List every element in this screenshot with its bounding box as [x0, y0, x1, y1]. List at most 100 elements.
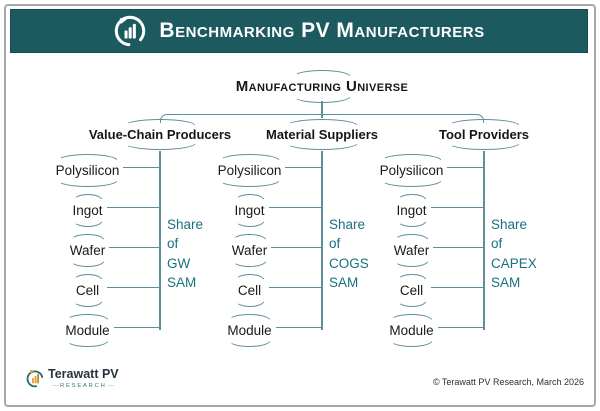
process-step-row: Wafer	[339, 230, 485, 270]
connector-stub	[429, 230, 485, 270]
copyright-text: © Terawatt PV Research, March 2026	[432, 377, 584, 387]
logo-texts: Terawatt PV RESEARCH	[48, 368, 119, 389]
terawatt-logo-icon	[26, 369, 44, 388]
arc-top-decoration	[66, 313, 109, 321]
share-line: CAPEX	[491, 255, 537, 271]
step-label: Module	[65, 322, 110, 338]
arc-bottom-decoration	[70, 260, 105, 267]
process-step-row: Cell	[339, 270, 484, 310]
step-label: Module	[227, 322, 272, 338]
column-value-chain-producers: Value-Chain Producers Polysilicon Ingot	[0, 114, 320, 359]
arc-top-decoration	[72, 193, 103, 201]
arc-bottom-decoration	[380, 180, 443, 187]
step-label: Module	[389, 322, 434, 338]
arc-top-decoration	[218, 153, 281, 161]
process-step-row: Polysilicon	[177, 150, 322, 190]
arc-top-decoration	[228, 313, 271, 321]
universe-node: Manufacturing Universe	[212, 70, 432, 103]
process-step-row: Module	[339, 310, 484, 350]
step-node: Polysilicon	[380, 153, 443, 188]
share-label: Share of GW SAM	[167, 215, 203, 292]
arc-top-decoration	[394, 233, 429, 241]
arc-bottom-decoration	[72, 220, 103, 227]
connector-stub	[443, 150, 484, 190]
connector-bracket-vertical	[321, 151, 323, 330]
process-step-row: Ingot	[339, 190, 484, 230]
logo-name: Terawatt PV	[48, 367, 119, 382]
share-line: of	[329, 236, 341, 252]
arc-bottom-decoration	[218, 180, 281, 187]
process-steps: Polysilicon Ingot Wafer	[15, 150, 161, 350]
arc-top-decoration	[124, 119, 196, 126]
process-step-row: Wafer	[177, 230, 323, 270]
process-step-row: Ingot	[177, 190, 322, 230]
arc-top-decoration	[390, 313, 433, 321]
process-step-row: Module	[177, 310, 322, 350]
branch-header: Material Suppliers	[232, 119, 412, 150]
terawatt-logo: Terawatt PV RESEARCH	[26, 368, 119, 389]
step-label: Cell	[237, 282, 262, 298]
arc-top-decoration	[286, 119, 358, 126]
share-label: Share of CAPEX SAM	[491, 215, 537, 292]
share-line: of	[167, 236, 179, 252]
arc-top-decoration	[70, 233, 105, 241]
share-line: SAM	[329, 274, 359, 290]
share-line: SAM	[167, 274, 197, 290]
arc-bottom-decoration	[56, 180, 119, 187]
arc-bottom-decoration	[394, 260, 429, 267]
step-node: Ingot	[234, 193, 265, 228]
step-label: Ingot	[234, 202, 265, 218]
connector-stub	[110, 310, 160, 350]
arc-top-decoration	[380, 153, 443, 161]
arc-bottom-decoration	[232, 260, 267, 267]
arc-bottom-decoration	[396, 300, 427, 307]
universe-label: Manufacturing Universe	[235, 78, 409, 95]
arc-top-decoration	[232, 233, 267, 241]
arc-bottom-decoration	[66, 340, 109, 347]
arc-bottom-decoration	[234, 300, 265, 307]
connector-stub	[427, 190, 484, 230]
step-node: Wafer	[393, 233, 430, 268]
share-line: Share	[167, 217, 204, 232]
connector-stub	[427, 270, 484, 310]
connector-universe-vertical	[321, 101, 323, 118]
step-node: Polysilicon	[217, 153, 282, 188]
arc-bottom-decoration	[228, 340, 271, 347]
step-label: Polysilicon	[217, 162, 282, 178]
arc-bottom-decoration	[72, 300, 103, 307]
arc-bottom-decoration	[234, 220, 265, 227]
step-node: Polysilicon	[55, 153, 120, 188]
step-node: Module	[227, 313, 272, 348]
benchmark-logo-icon	[115, 15, 146, 47]
step-label: Cell	[75, 282, 100, 298]
step-node: Wafer	[232, 233, 267, 268]
connector-stub	[265, 270, 322, 310]
step-node: Module	[65, 313, 110, 348]
arc-top-decoration	[56, 153, 119, 161]
arc-top-decoration	[72, 273, 103, 281]
share-line: of	[491, 236, 503, 252]
column-tool-providers: Tool Providers Polysilicon Ingot	[324, 114, 600, 359]
connector-stub	[272, 310, 322, 350]
column-material-suppliers: Material Suppliers Polysilicon Ingot	[162, 114, 482, 359]
logo-research-label: RESEARCH	[53, 383, 114, 389]
step-node: Ingot	[396, 193, 427, 228]
step-node: Wafer	[70, 233, 105, 268]
arc-bottom-decoration	[286, 143, 358, 150]
arc-top-decoration	[234, 193, 265, 201]
step-label: Polysilicon	[55, 162, 120, 178]
step-label: Wafer	[393, 242, 430, 258]
step-label: Ingot	[396, 202, 427, 218]
connector-stub	[105, 230, 161, 270]
process-step-row: Ingot	[15, 190, 160, 230]
share-label: Share of COGS SAM	[329, 215, 369, 292]
connector-stub	[119, 150, 160, 190]
share-line: COGS	[329, 255, 369, 271]
share-line: Share	[491, 217, 528, 232]
arc-top-decoration	[396, 193, 427, 201]
share-line: SAM	[491, 274, 521, 290]
step-node: Cell	[396, 273, 427, 308]
step-node: Ingot	[72, 193, 103, 228]
banner-title: Benchmarking PV Manufacturers	[159, 19, 485, 42]
